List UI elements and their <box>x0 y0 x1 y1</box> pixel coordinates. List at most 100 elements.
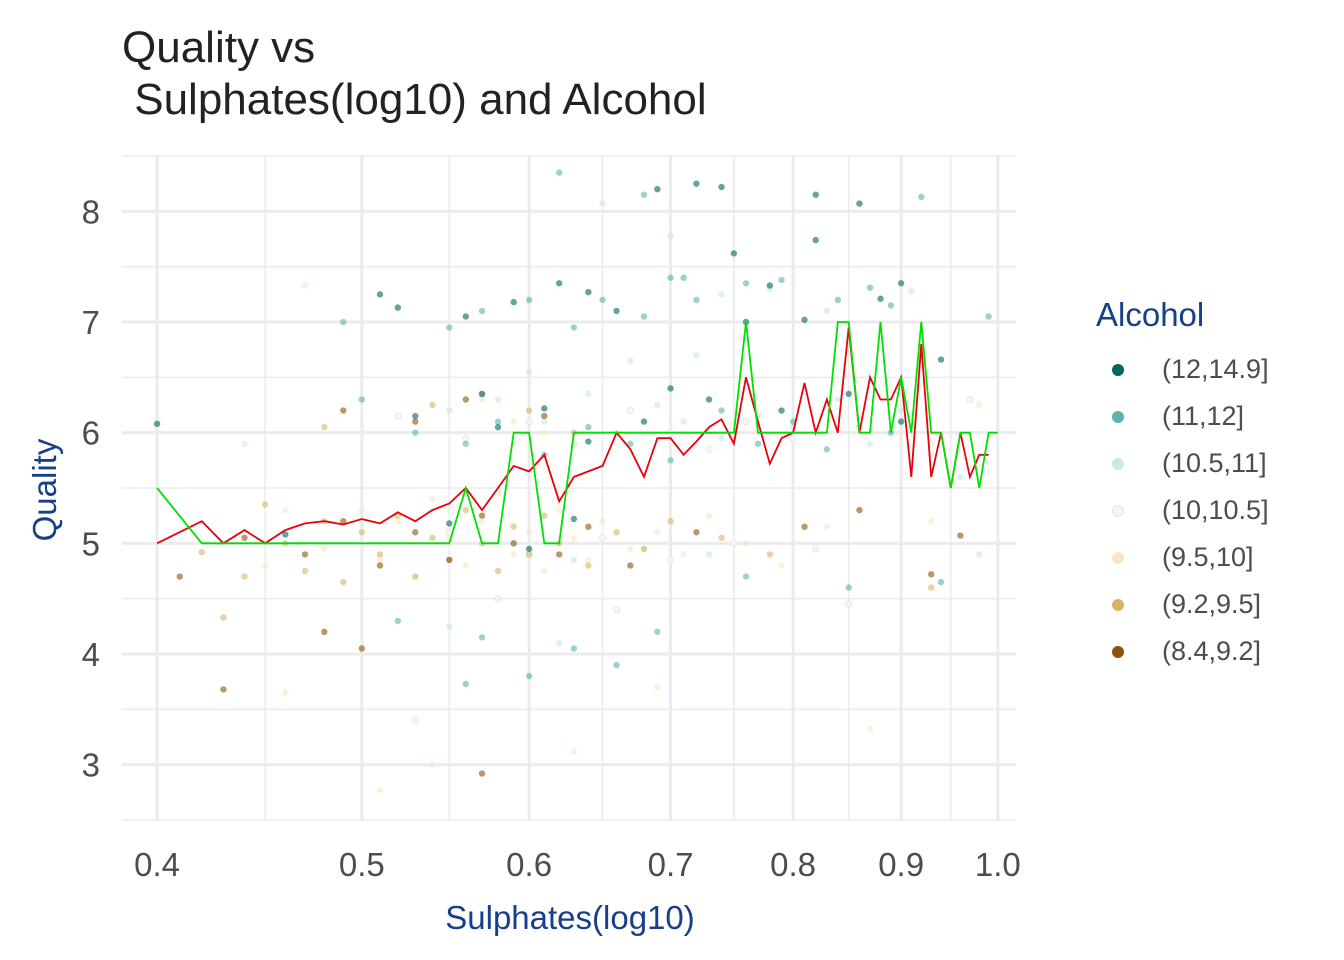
scatter-point <box>705 551 713 558</box>
scatter-point <box>541 567 548 575</box>
scatter-point <box>376 786 384 794</box>
scatter-point <box>153 420 161 428</box>
scatter-point <box>718 407 725 414</box>
scatter-point <box>654 401 661 409</box>
legend-label: (10,10.5] <box>1162 495 1269 525</box>
scatter-point <box>877 295 884 302</box>
scatter-point <box>667 385 674 392</box>
scatter-point <box>789 434 797 442</box>
scatter-point <box>627 562 634 569</box>
scatter-point <box>626 407 634 415</box>
scatter-point <box>897 418 905 425</box>
scatter-point <box>301 282 309 289</box>
scatter-point <box>376 562 384 569</box>
scatter-point <box>462 562 470 569</box>
scatter-point <box>585 390 592 398</box>
scatter-point <box>510 551 517 558</box>
scatter-point <box>570 324 578 331</box>
x-tick-label: 0.5 <box>339 846 385 883</box>
scatter-point <box>766 551 774 558</box>
scatter-point <box>282 506 289 514</box>
scatter-point <box>494 567 502 575</box>
scatter-point <box>241 573 248 580</box>
scatter-point <box>585 288 592 296</box>
scatter-point <box>301 567 309 575</box>
scatter-point <box>778 276 785 284</box>
scatter-point <box>394 304 402 311</box>
scatter-point <box>845 390 852 398</box>
scatter-point <box>261 501 269 508</box>
scatter-point <box>823 523 831 530</box>
legend-key <box>1112 458 1124 470</box>
scatter-point <box>570 515 578 523</box>
scatter-point <box>555 280 563 287</box>
scatter-point <box>640 545 648 553</box>
scatter-point <box>705 512 713 519</box>
scatter-point <box>718 291 725 298</box>
x-tick-labels: 0.4 0.5 0.6 0.7 0.8 0.9 1.0 <box>134 846 1021 883</box>
scatter-point <box>599 296 606 304</box>
scatter-point <box>429 495 436 503</box>
chart-title: Quality vs Sulphates(log10) and Alcohol <box>122 23 707 124</box>
scatter-point <box>834 296 842 304</box>
scatter-point <box>680 418 687 425</box>
scatter-point <box>654 684 661 691</box>
scatter-point <box>525 545 533 553</box>
scatter-point <box>585 562 592 569</box>
x-tick-label: 0.9 <box>878 846 924 883</box>
scatter-point <box>446 520 453 527</box>
scatter-point <box>957 532 964 539</box>
scatter-point <box>742 418 750 426</box>
scatter-point <box>897 407 905 414</box>
scatter-point <box>742 280 750 287</box>
scatter-point <box>887 302 895 309</box>
scatter-point <box>705 396 713 403</box>
scatter-point <box>376 556 384 564</box>
scatter-point <box>555 169 563 176</box>
y-tick-label: 4 <box>82 636 100 673</box>
scatter-point <box>801 523 808 530</box>
x-axis-label: Sulphates(log10) <box>445 899 695 936</box>
scatter-point <box>358 506 366 514</box>
scatter-point <box>340 518 347 525</box>
legend-label: (11,12] <box>1162 401 1245 431</box>
scatter-point <box>866 440 874 447</box>
mean-line <box>156 327 989 545</box>
scatter-point <box>301 551 309 558</box>
legend-item: (10,10.5] <box>1096 493 1269 540</box>
scatter-point <box>908 287 915 295</box>
scatter-point <box>693 529 700 536</box>
scatter-point <box>462 434 470 442</box>
scatter-point <box>693 180 700 187</box>
scatter-point <box>812 191 819 198</box>
legend-key <box>1112 505 1124 517</box>
legend-key <box>1112 364 1124 376</box>
legend-title: Alcohol <box>1096 296 1205 333</box>
scatter-point <box>976 551 983 558</box>
scatter-point <box>478 390 486 398</box>
scatter-point <box>667 518 674 525</box>
scatter-point <box>866 726 874 733</box>
x-tick-label: 0.7 <box>648 846 694 883</box>
scatter-point <box>478 512 486 519</box>
scatter-point <box>220 686 227 693</box>
legend-item: (10.5,11] <box>1096 446 1267 493</box>
scatter-point <box>834 396 842 403</box>
scatter-point <box>412 412 419 420</box>
legend-key <box>1112 599 1124 611</box>
scatter-point <box>541 418 548 425</box>
legend-label: (10.5,11] <box>1162 448 1267 478</box>
legend-item: (12,14.9] <box>1096 352 1269 399</box>
scatter-point <box>478 518 486 525</box>
scatter-point <box>585 523 592 530</box>
scatter-point <box>570 534 578 541</box>
scatter-point <box>525 407 533 414</box>
scatter-point <box>667 457 674 464</box>
legend-item: (9.5,10] <box>1096 540 1254 587</box>
scatter-point <box>462 440 470 447</box>
scatter-point <box>462 396 470 403</box>
scatter-point <box>718 534 725 541</box>
scatter-point <box>778 562 785 569</box>
scatter-point <box>613 307 620 315</box>
